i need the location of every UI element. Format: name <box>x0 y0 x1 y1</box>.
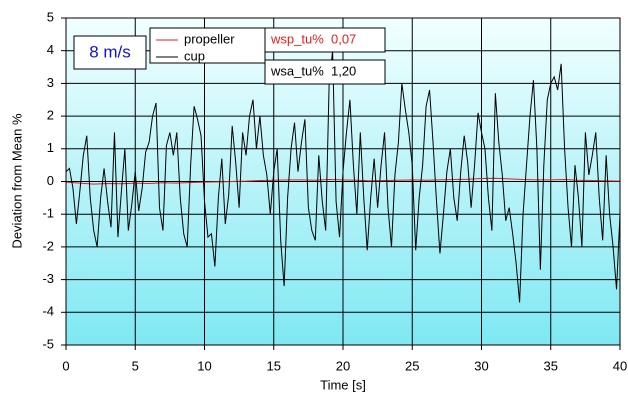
legend-label: cup <box>184 48 205 63</box>
x-tick-label: 20 <box>336 358 350 373</box>
x-tick-label: 0 <box>62 358 69 373</box>
y-tick-label: 4 <box>47 42 54 57</box>
legend-label: propeller <box>184 31 235 46</box>
x-tick-label: 5 <box>132 358 139 373</box>
wsp-annotation: wsp_tu% 0,07 <box>270 31 356 46</box>
y-tick-label: 2 <box>47 108 54 123</box>
series-line <box>65 50 621 303</box>
x-tick-label: 10 <box>197 358 211 373</box>
plot-frame <box>65 17 621 346</box>
y-tick-label: -1 <box>42 206 54 221</box>
y-axis-label: Deviation from Mean % <box>9 113 24 249</box>
speed-annotation: 8 m/s <box>89 42 131 61</box>
y-tick-label: 3 <box>47 75 54 90</box>
y-tick-label: -5 <box>42 336 54 351</box>
y-tick-label: -4 <box>42 304 54 319</box>
x-tick-label: 35 <box>544 358 558 373</box>
x-axis-label: Time [s] <box>320 377 366 392</box>
wsp-box <box>264 27 386 53</box>
y-tick-label: 0 <box>47 173 54 188</box>
x-tick-label: 25 <box>405 358 419 373</box>
y-tick-label: -3 <box>42 271 54 286</box>
x-tick-label: 30 <box>474 358 488 373</box>
wsa-annotation: wsa_tu% 1,20 <box>270 63 356 78</box>
wsa-box <box>264 59 386 85</box>
speed-box <box>73 35 147 70</box>
x-tick-label: 40 <box>613 358 627 373</box>
x-tick-label: 15 <box>267 358 281 373</box>
y-tick-label: -2 <box>42 238 54 253</box>
y-tick-label: 1 <box>47 140 54 155</box>
y-tick-label: 5 <box>47 9 54 24</box>
